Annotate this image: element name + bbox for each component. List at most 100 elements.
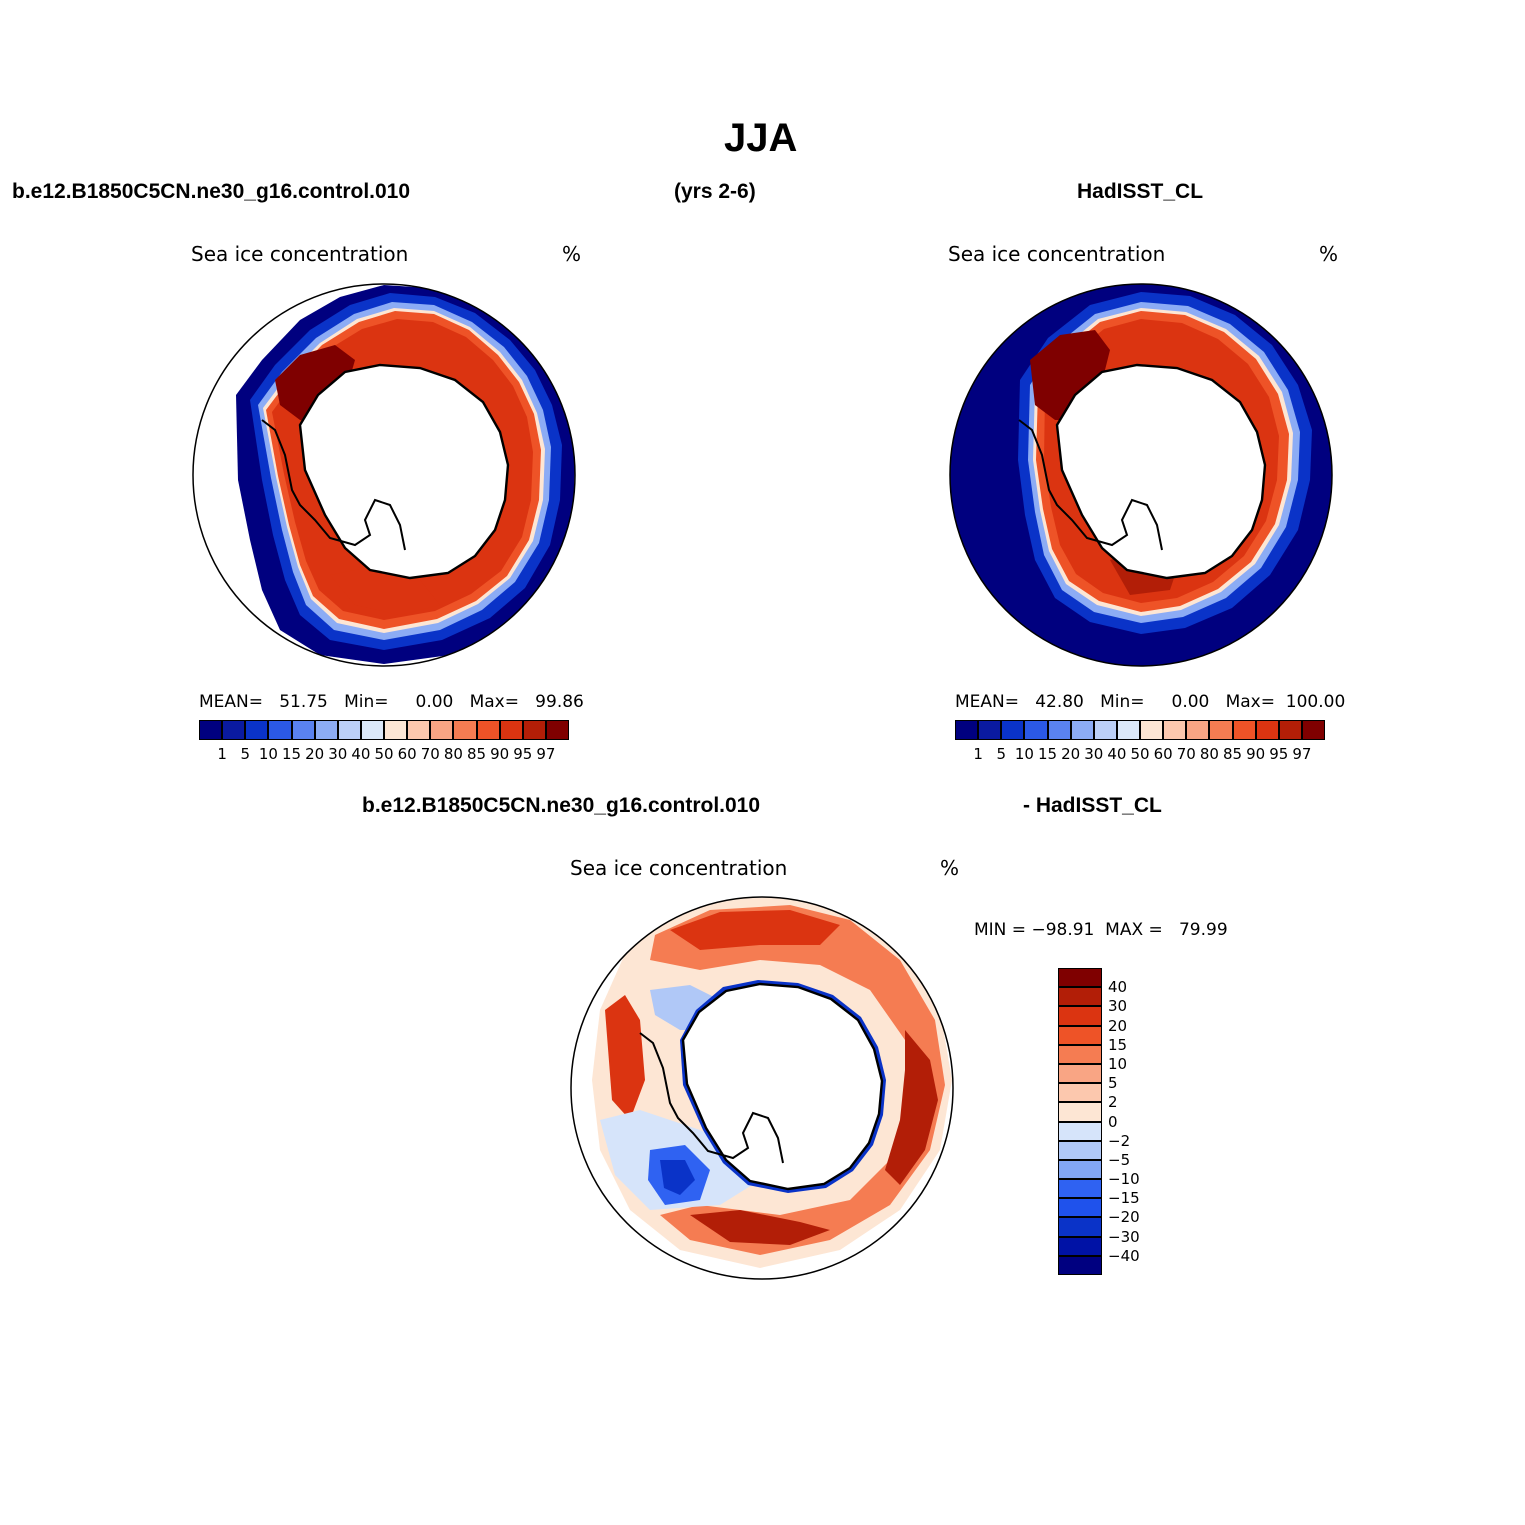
colorbar-diff-tick-label: −40 [1108, 1246, 1140, 1265]
colorbar-diff-tick-label: 40 [1108, 978, 1128, 997]
colorbar-model-swatch [360, 720, 384, 740]
colorbar-model-swatch [384, 720, 408, 740]
colorbar-diff-tick-label: −15 [1108, 1189, 1140, 1208]
colorbar-obs-swatch [1047, 720, 1071, 740]
colorbar-diff-tick-label: −5 [1108, 1150, 1131, 1169]
colorbar-model-swatch [407, 720, 431, 740]
colorbar-obs-swatch [1186, 720, 1210, 740]
colorbar-diff-tick-label: 30 [1108, 997, 1128, 1016]
colorbar-diff-tick-label: −10 [1108, 1170, 1140, 1189]
colorbar-model-swatch [453, 720, 477, 740]
colorbar-model-labels: 1 5 10 15 20 30 40 50 60 70 80 85 90 95 97 [199, 745, 569, 765]
diff-case-name: b.e12.B1850C5CN.ne30_g16.control.010 [362, 794, 761, 817]
colorbar-obs-tick-label: 90 [1246, 745, 1266, 763]
colorbar-diff-swatch [1058, 1159, 1102, 1180]
colorbar-model-swatch [222, 720, 246, 740]
colorbar-model-tick-label: 50 [374, 745, 394, 763]
colorbar-diff-tick-label: 0 [1108, 1112, 1118, 1131]
case-name: b.e12.B1850C5CN.ne30_g16.control.010 [12, 180, 411, 203]
colorbar-obs-swatch [1232, 720, 1256, 740]
panel1-stats: MEAN= 51.75 Min= 0.00 Max= 99.86 [199, 692, 584, 712]
colorbar-obs-tick-label: 20 [1061, 745, 1081, 763]
colorbar-diff-tick-label: −20 [1108, 1208, 1140, 1227]
colorbar-model-tick-label: 10 [258, 745, 278, 763]
colorbar-diff-labels: 40 30 20 15 10 5 2 0 −2 −5 −10 −15 −20 −30 −40 [1108, 968, 1168, 1275]
colorbar-model-tick-label: 95 [513, 745, 533, 763]
panel2-units: % [1319, 242, 1339, 266]
colorbar-model-tick-label: 60 [397, 745, 417, 763]
colorbar-diff-swatch [1058, 1102, 1102, 1122]
colorbar-obs-tick-label: 40 [1107, 745, 1127, 763]
colorbar-diff-swatch [1058, 987, 1102, 1007]
colorbar-model-swatch [522, 720, 546, 740]
colorbar-obs-swatch [1301, 720, 1325, 740]
colorbar-diff-swatch [1058, 1236, 1102, 1256]
colorbar-obs-tick-label: 97 [1292, 745, 1312, 763]
panel1-label: Sea ice concentration [191, 242, 409, 266]
colorbar-diff-swatch [1058, 1044, 1102, 1064]
colorbar-obs-tick-label: 95 [1269, 745, 1289, 763]
colorbar-model-swatch [268, 720, 292, 740]
colorbar-obs-swatch [978, 720, 1002, 740]
colorbar-obs-swatch [1278, 720, 1302, 740]
colorbar-diff [1058, 968, 1102, 1275]
colorbar-model-swatch [499, 720, 523, 740]
colorbar-model-swatch [314, 720, 338, 740]
colorbar-obs-tick-label: 30 [1084, 745, 1104, 763]
colorbar-model-tick-label: 97 [536, 745, 556, 763]
colorbar-diff-tick-label: 15 [1108, 1035, 1128, 1054]
colorbar-diff-swatch [1058, 968, 1102, 988]
colorbar-diff-swatch [1058, 1063, 1102, 1084]
colorbar-model [199, 720, 569, 740]
colorbar-model-swatch [199, 720, 223, 740]
colorbar-model-tick-label: 80 [443, 745, 463, 763]
colorbar-obs-swatch [1024, 720, 1048, 740]
colorbar-obs-swatch [1255, 720, 1279, 740]
colorbar-diff-tick-label: 20 [1108, 1016, 1128, 1035]
colorbar-model-tick-label: 5 [240, 745, 251, 763]
colorbar-model-tick-label: 1 [217, 745, 227, 763]
colorbar-obs-tick-label: 60 [1153, 745, 1173, 763]
panel1-units: % [562, 242, 582, 266]
colorbar-obs-swatch [1209, 720, 1233, 740]
colorbar-model-tick-label: 15 [281, 745, 302, 763]
colorbar-model-tick-label: 70 [420, 745, 440, 763]
colorbar-model-tick-label: 85 [466, 745, 487, 763]
panel3-label: Sea ice concentration [570, 856, 788, 880]
colorbar-diff-swatch [1058, 1025, 1102, 1045]
colorbar-obs-tick-label: 1 [973, 745, 983, 763]
colorbar-diff-swatch [1058, 1217, 1102, 1237]
colorbar-obs-labels: 1 5 10 15 20 30 40 50 60 70 80 85 90 95 97 [955, 745, 1325, 765]
colorbar-obs-swatch [955, 720, 979, 740]
colorbar-diff-swatch [1058, 1198, 1102, 1218]
colorbar-diff-tick-label: 10 [1108, 1054, 1128, 1073]
colorbar-obs-tick-label: 50 [1130, 745, 1150, 763]
colorbar-diff-swatch [1058, 1083, 1102, 1103]
colorbar-diff-swatch [1058, 1179, 1102, 1199]
colorbar-obs-tick-label: 5 [996, 745, 1007, 763]
colorbar-model-swatch [430, 720, 454, 740]
colorbar-diff-tick-label: 5 [1108, 1074, 1118, 1093]
panel3-units: % [940, 856, 960, 880]
years-range: (yrs 2-6) [674, 180, 756, 203]
colorbar-obs [955, 720, 1325, 740]
colorbar-diff-swatch [1058, 1006, 1102, 1026]
colorbar-obs-swatch [1140, 720, 1164, 740]
colorbar-model-swatch [476, 720, 500, 740]
colorbar-obs-tick-label: 85 [1222, 745, 1243, 763]
colorbar-model-swatch [337, 720, 361, 740]
colorbar-model-swatch [245, 720, 269, 740]
colorbar-diff-tick-label: 2 [1108, 1093, 1118, 1112]
colorbar-model-swatch [545, 720, 569, 740]
colorbar-obs-swatch [1093, 720, 1117, 740]
colorbar-diff-swatch [1058, 1121, 1102, 1141]
colorbar-diff-swatch [1058, 1140, 1102, 1160]
main-title: JJA [724, 116, 798, 160]
colorbar-obs-swatch [1070, 720, 1094, 740]
colorbar-obs-swatch [1163, 720, 1187, 740]
panel2-stats: MEAN= 42.80 Min= 0.00 Max= 100.00 [955, 692, 1346, 712]
colorbar-obs-tick-label: 70 [1176, 745, 1196, 763]
colorbar-diff-tick-label: −2 [1108, 1131, 1131, 1150]
